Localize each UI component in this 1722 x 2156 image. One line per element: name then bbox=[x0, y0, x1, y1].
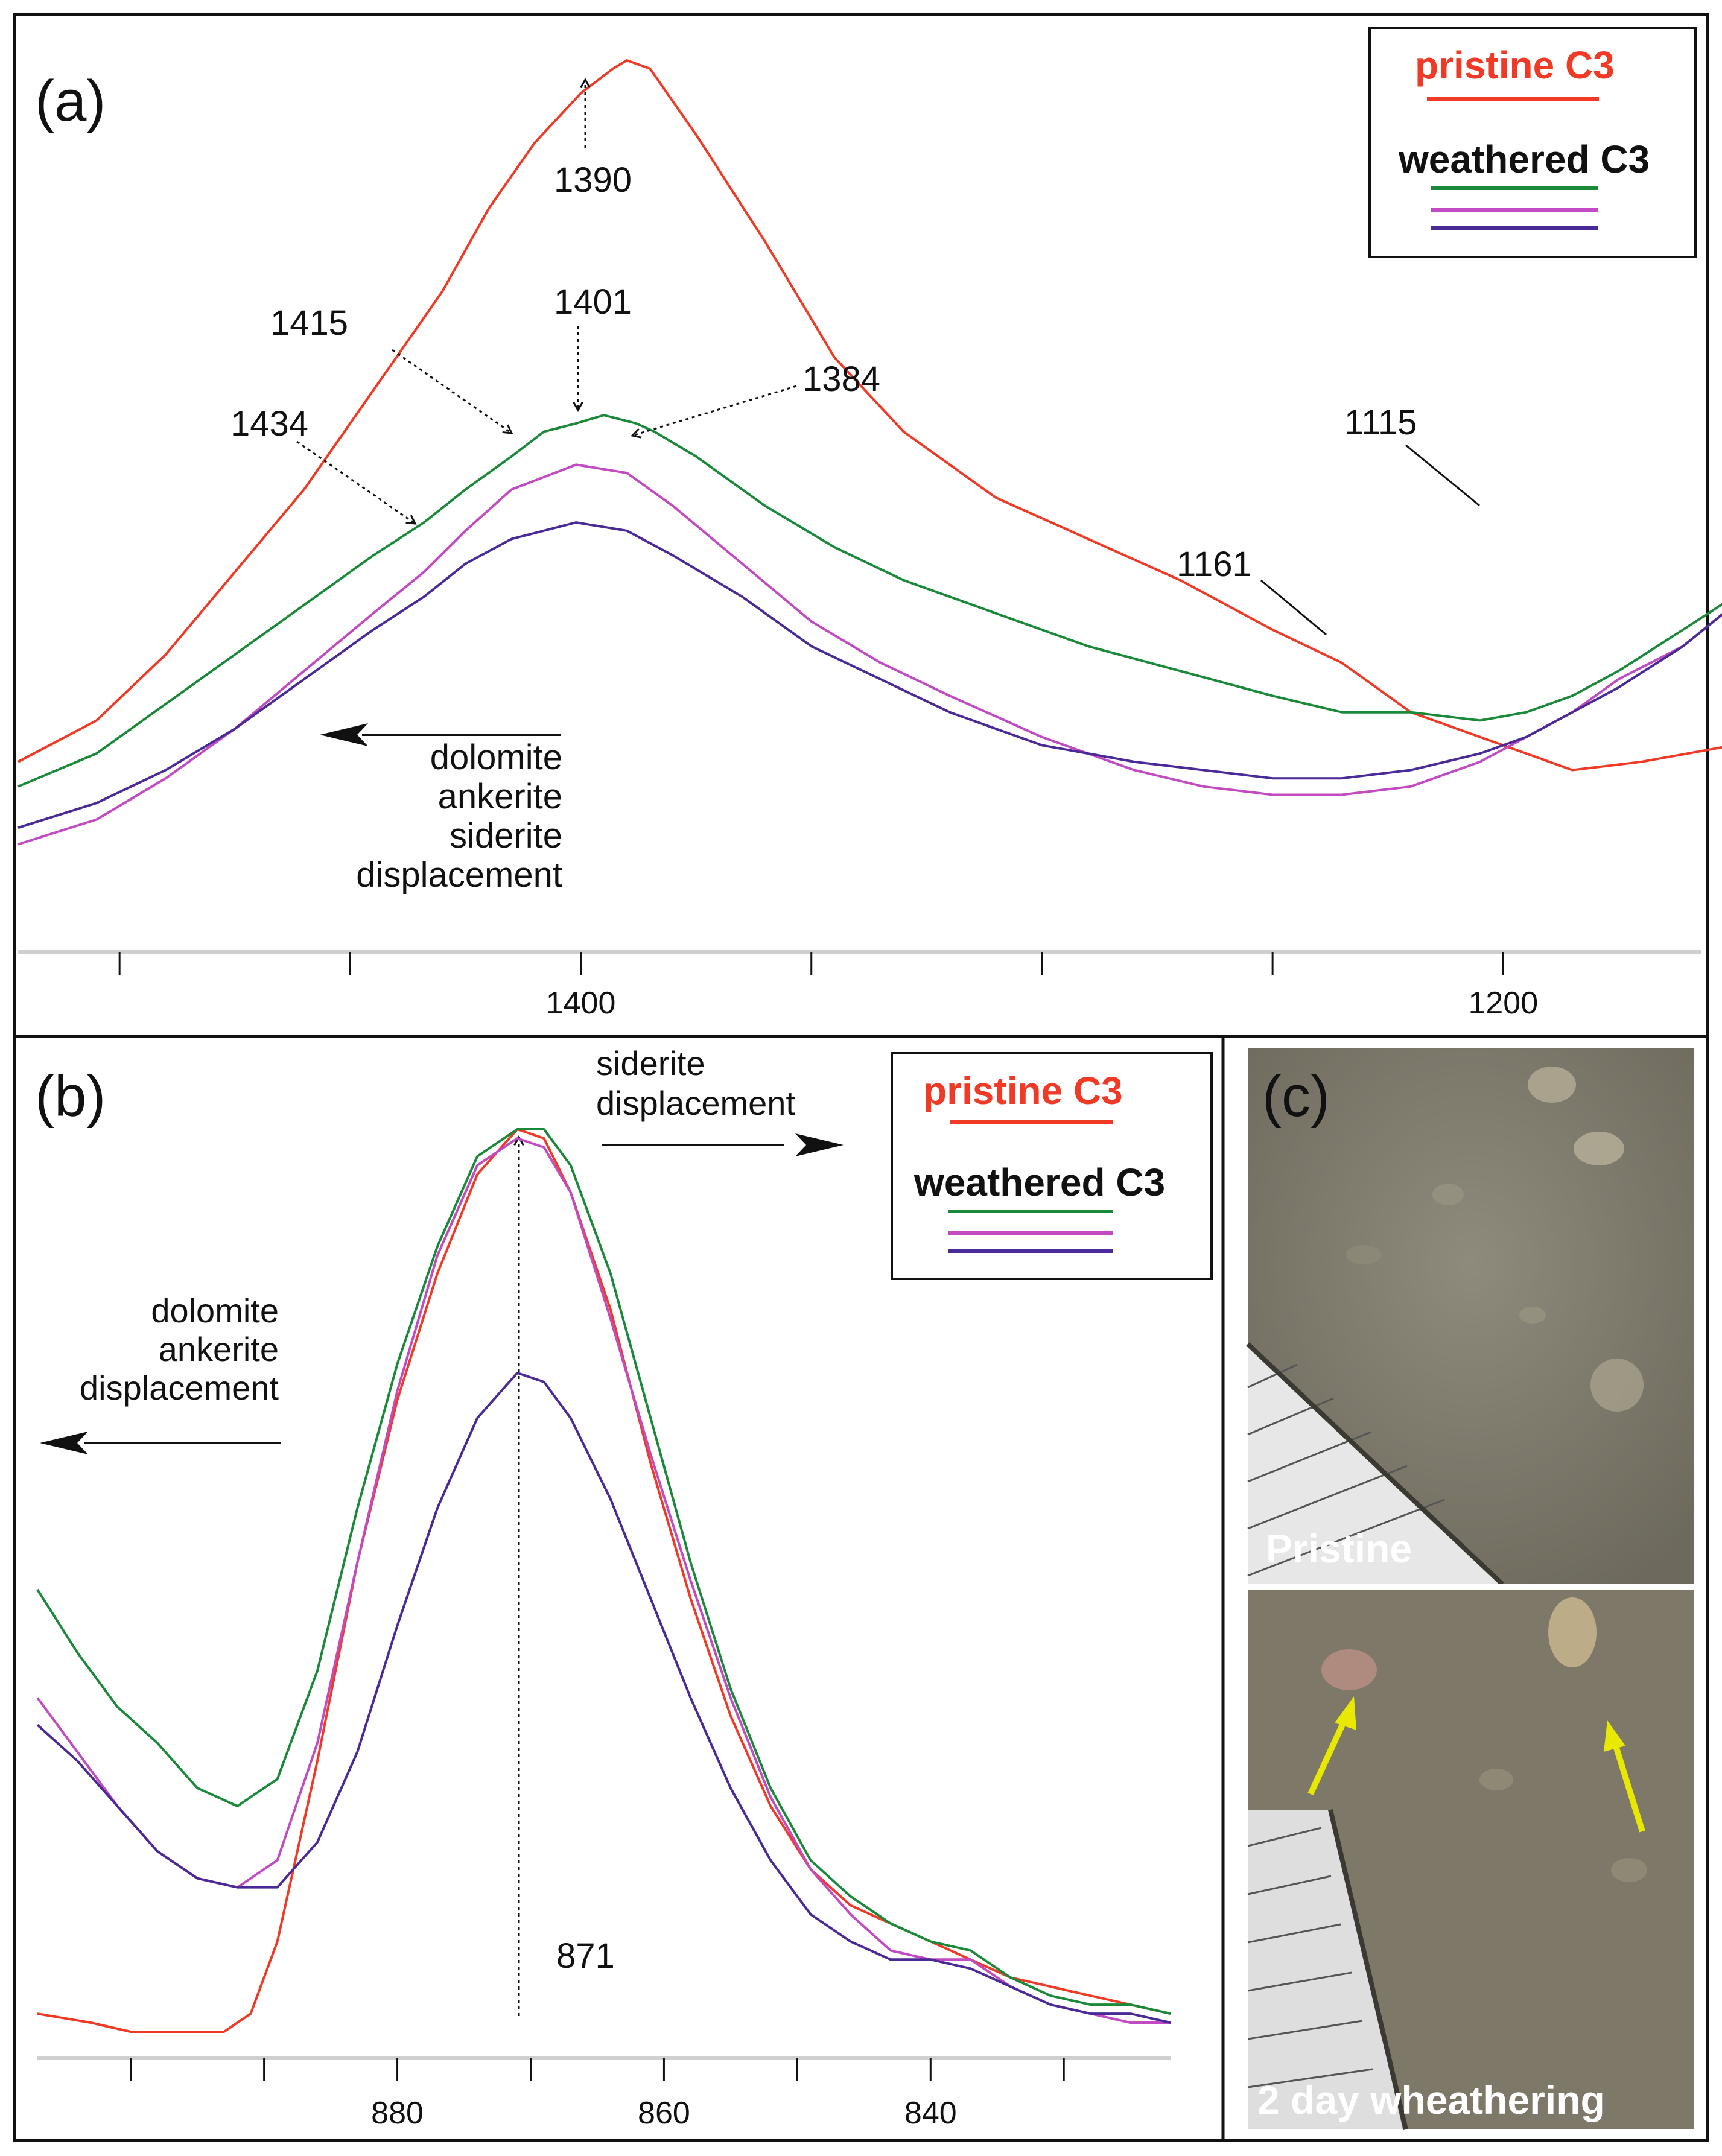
displacement-b-right-arrowhead bbox=[795, 1133, 844, 1156]
x-tick-label-880: 880 bbox=[371, 2096, 424, 2131]
panel-c: Pristine 2 day wh bbox=[1246, 1048, 1694, 2130]
annot-1390-label: 1390 bbox=[554, 160, 632, 200]
series-weathered_1-line bbox=[17, 414, 1722, 788]
figure-border bbox=[13, 13, 1709, 2142]
annot-1415-arrow bbox=[392, 349, 512, 433]
note-a-line-2: ankerite bbox=[438, 777, 562, 816]
note-b-right-line-2: displacement bbox=[596, 1084, 795, 1122]
note-a-line-1: dolomite bbox=[430, 738, 562, 777]
legend-a-pristine: pristine C3 bbox=[1415, 43, 1615, 87]
annot-1161-leader bbox=[1260, 579, 1327, 636]
annot-1434-arrow bbox=[296, 440, 415, 524]
annot-1115-leader bbox=[1405, 444, 1480, 507]
note-a-line-4: displacement bbox=[356, 855, 562, 895]
x-tick-label-1400: 1400 bbox=[546, 986, 616, 1021]
panel-b-tick-labels: 880 860 840 bbox=[371, 2096, 957, 2131]
photo-weathered: 2 day wheathering bbox=[1247, 1590, 1694, 2130]
photo-pristine: Pristine bbox=[1246, 1048, 1694, 1586]
note-b-left-line-3: displacement bbox=[80, 1369, 279, 1407]
legend-b-weathered: weathered C3 bbox=[913, 1161, 1165, 1204]
panel-c-label: (c) bbox=[1262, 1064, 1330, 1129]
panel-a-tick-labels: 1400 1200 bbox=[546, 986, 1538, 1021]
annot-1115-label: 1115 bbox=[1344, 403, 1417, 442]
photo-caption-weathered: 2 day wheathering bbox=[1257, 2078, 1605, 2122]
legend-a-weathered: weathered C3 bbox=[1398, 138, 1650, 181]
panel-b-ticks bbox=[130, 2058, 1065, 2081]
series-weathered_2-line bbox=[17, 463, 1722, 846]
photo-arrowhead-left bbox=[1335, 1696, 1356, 1730]
panel-b-legend: pristine C3 weathered C3 bbox=[891, 1052, 1213, 1280]
annot-1161-label: 1161 bbox=[1177, 545, 1252, 584]
panel-b-displacement-left: dolomite ankerite displacement bbox=[40, 1292, 281, 1454]
legend-a-box bbox=[1368, 27, 1697, 258]
annot-1401-label: 1401 bbox=[554, 282, 632, 322]
photo-caption-pristine: Pristine bbox=[1266, 1526, 1412, 1571]
note-b-right-line-1: siderite bbox=[596, 1044, 705, 1082]
photo-arrow-right bbox=[1612, 1741, 1645, 1833]
displacement-arrowhead-left bbox=[320, 723, 368, 746]
panel-a-annotations: 1390 1401 1415 1384 1434 1161 1115 bbox=[230, 80, 1480, 636]
panel-b: (b) 880 860 840 871 dolomite ankerite disp… bbox=[35, 1044, 1213, 2131]
legend-b-box bbox=[891, 1052, 1213, 1280]
panel-b-series bbox=[36, 1128, 1171, 2033]
panel-b-displacement-right: siderite displacement bbox=[596, 1044, 844, 1156]
x-tick-label-840: 840 bbox=[904, 2096, 957, 2131]
panel-a: (a) 1400 1200 1390 1401 1415 1384 1434 11… bbox=[17, 27, 1722, 1021]
legend-b-pristine: pristine C3 bbox=[923, 1069, 1123, 1112]
note-a-line-3: siderite bbox=[450, 816, 562, 855]
series-pristine-line bbox=[37, 1128, 1171, 2033]
x-tick-label-1200: 1200 bbox=[1468, 986, 1538, 1021]
annot-1415-label: 1415 bbox=[270, 303, 348, 343]
note-b-left-line-2: ankerite bbox=[159, 1330, 279, 1368]
annot-1434-label: 1434 bbox=[230, 404, 308, 443]
note-b-left-line-1: dolomite bbox=[151, 1292, 279, 1330]
series-pristine-line bbox=[17, 59, 1722, 772]
panel-a-legend: pristine C3 weathered C3 bbox=[1368, 27, 1697, 258]
panel-a-label: (a) bbox=[35, 69, 106, 133]
displacement-b-left-arrowhead bbox=[40, 1432, 88, 1454]
series-weathered_3-line bbox=[36, 1371, 1171, 2024]
ruler-bottom bbox=[1248, 1810, 1403, 2129]
annot-1384-arrow bbox=[632, 385, 797, 436]
photo-arrow-left bbox=[1307, 1716, 1349, 1796]
panel-a-displacement-note: dolomite ankerite siderite displacement bbox=[320, 723, 562, 895]
series-weathered_3-line bbox=[17, 521, 1722, 829]
x-tick-label-860: 860 bbox=[638, 2096, 690, 2131]
panel-a-series bbox=[17, 59, 1722, 846]
annot-1384-label: 1384 bbox=[802, 360, 880, 399]
panel-a-ticks bbox=[118, 952, 1504, 975]
annot-871-label: 871 bbox=[556, 1936, 615, 1976]
photo-arrowhead-right bbox=[1604, 1720, 1625, 1752]
series-weathered_1-line bbox=[36, 1128, 1171, 2015]
panel-b-label: (b) bbox=[35, 1064, 106, 1129]
